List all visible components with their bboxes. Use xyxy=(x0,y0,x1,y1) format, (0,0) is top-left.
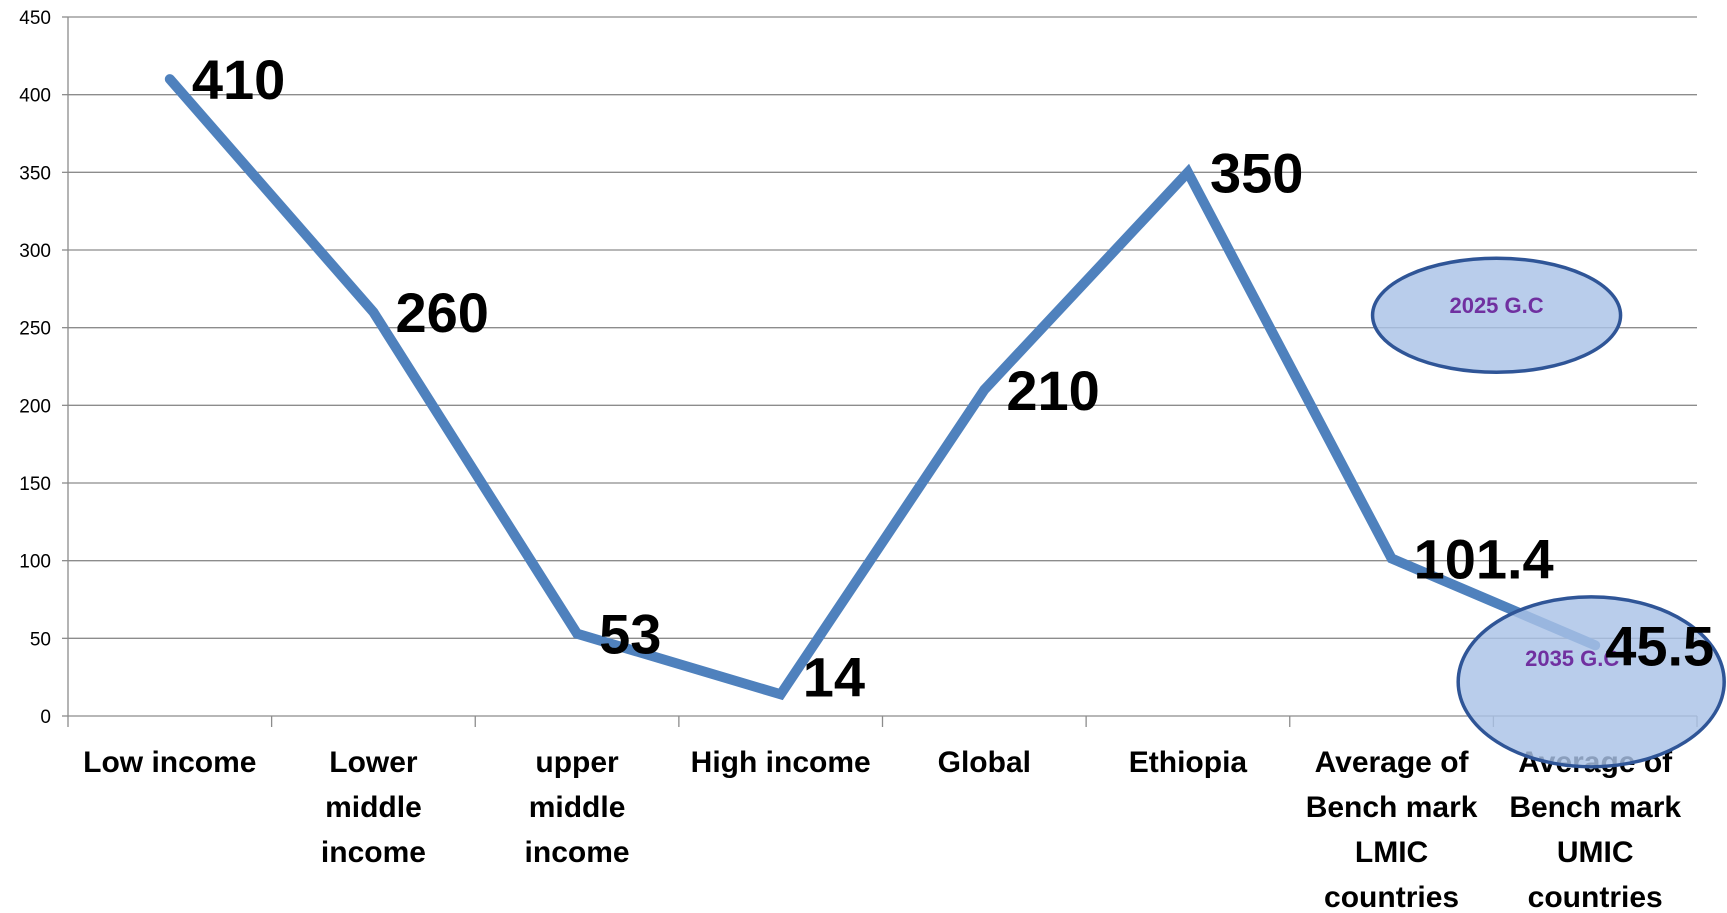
data-label: 410 xyxy=(192,48,285,111)
series-line-path xyxy=(164,74,1601,701)
annotations: 2025 G.C 2035 G.C xyxy=(1370,256,1726,769)
y-tick-label: 0 xyxy=(40,707,51,728)
y-tick-label: 350 xyxy=(19,163,51,184)
series-line xyxy=(164,74,1601,701)
data-label: 350 xyxy=(1210,141,1303,204)
y-tick-label: 400 xyxy=(19,86,51,107)
y-tick-label: 150 xyxy=(19,474,51,495)
data-labels: 410 260 53 14 210 350 101.4 45.5 xyxy=(192,48,1714,708)
x-category-label: High income xyxy=(691,746,871,779)
data-label: 14 xyxy=(803,645,865,708)
x-category-label: Low income xyxy=(83,746,256,779)
x-category-label: upper middle income xyxy=(525,746,630,869)
annotation-2035-ellipse xyxy=(1456,595,1726,769)
data-label: 210 xyxy=(1006,359,1099,422)
x-category-label: Lower middle income xyxy=(321,746,426,869)
y-tick-label: 300 xyxy=(19,241,51,262)
y-tick-label: 250 xyxy=(19,319,51,340)
x-category-label: Global xyxy=(938,746,1031,779)
data-label: 45.5 xyxy=(1605,614,1714,677)
y-tick-label: 100 xyxy=(19,552,51,573)
annotation-2025-ellipse xyxy=(1370,256,1623,374)
x-category-label: Average of Bench mark LMIC countries xyxy=(1306,746,1478,913)
annotation-2025-text: 2025 G.C xyxy=(1449,293,1543,318)
data-label: 101.4 xyxy=(1414,527,1554,590)
y-axis: 0 50 100 150 200 250 300 350 400 450 xyxy=(19,8,69,728)
x-axis: Low income Lower middle income upper middle in… xyxy=(67,715,1698,913)
data-label: 53 xyxy=(599,603,661,666)
x-category-label: Ethiopia xyxy=(1129,746,1248,779)
y-tick-label: 200 xyxy=(19,396,51,417)
grid-lines xyxy=(68,16,1697,639)
y-tick-label: 50 xyxy=(30,629,51,650)
annotation-2035-text: 2035 G.C xyxy=(1525,646,1619,671)
data-label: 260 xyxy=(395,281,488,344)
y-tick-label: 450 xyxy=(19,8,51,29)
